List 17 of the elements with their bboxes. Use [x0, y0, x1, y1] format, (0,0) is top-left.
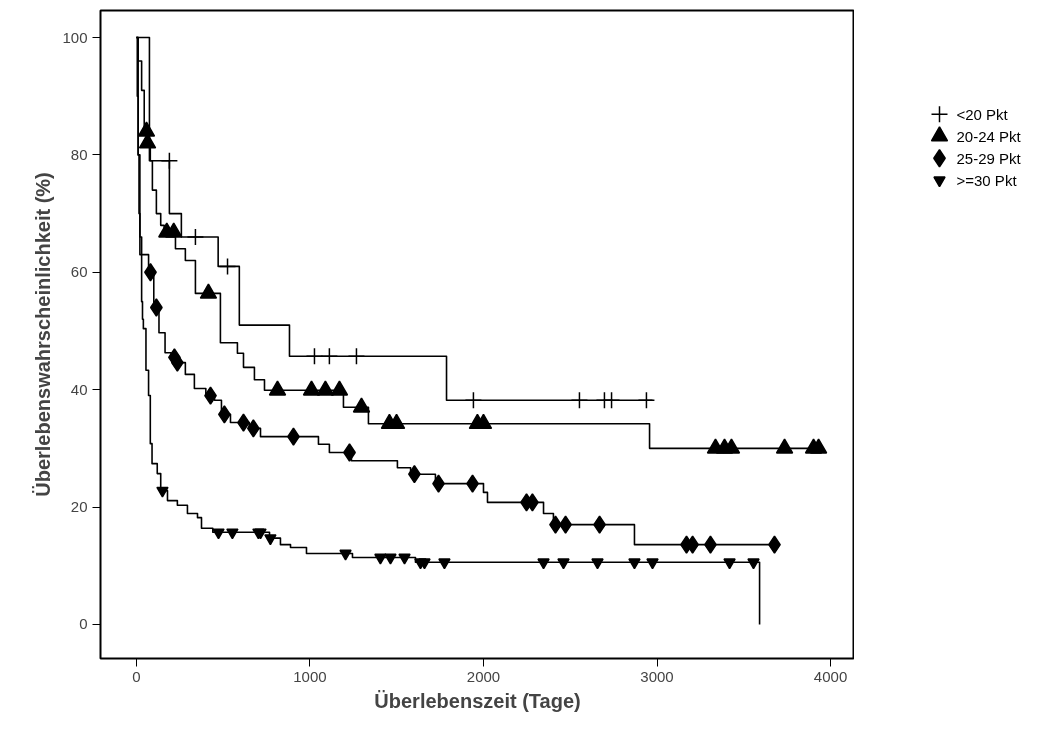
x-tick-label: 4000 [813, 667, 848, 685]
y-tick-label: 60 [70, 263, 88, 281]
y-tick-label: 100 [62, 28, 88, 46]
x-tick-label: 3000 [640, 667, 674, 685]
legend-label: >=30 Pkt [956, 171, 1018, 189]
legend-label: 25-29 Pkt [956, 149, 1022, 167]
y-axis-title: Überlebenswahrscheinlichkeit (%) [32, 172, 55, 497]
x-tick-label: 1000 [293, 667, 327, 685]
legend-label: <20 Pkt [956, 105, 1009, 123]
x-tick-label: 2000 [466, 667, 501, 685]
x-axis-title: Überlebenszeit (Tage) [374, 689, 581, 712]
legend-label: 20-24 Pkt [956, 127, 1022, 145]
y-tick-label: 0 [79, 615, 88, 633]
y-tick-label: 40 [70, 380, 88, 398]
y-tick-label: 80 [70, 145, 88, 163]
x-tick-label: 0 [132, 667, 141, 685]
y-tick-label: 20 [70, 498, 88, 516]
